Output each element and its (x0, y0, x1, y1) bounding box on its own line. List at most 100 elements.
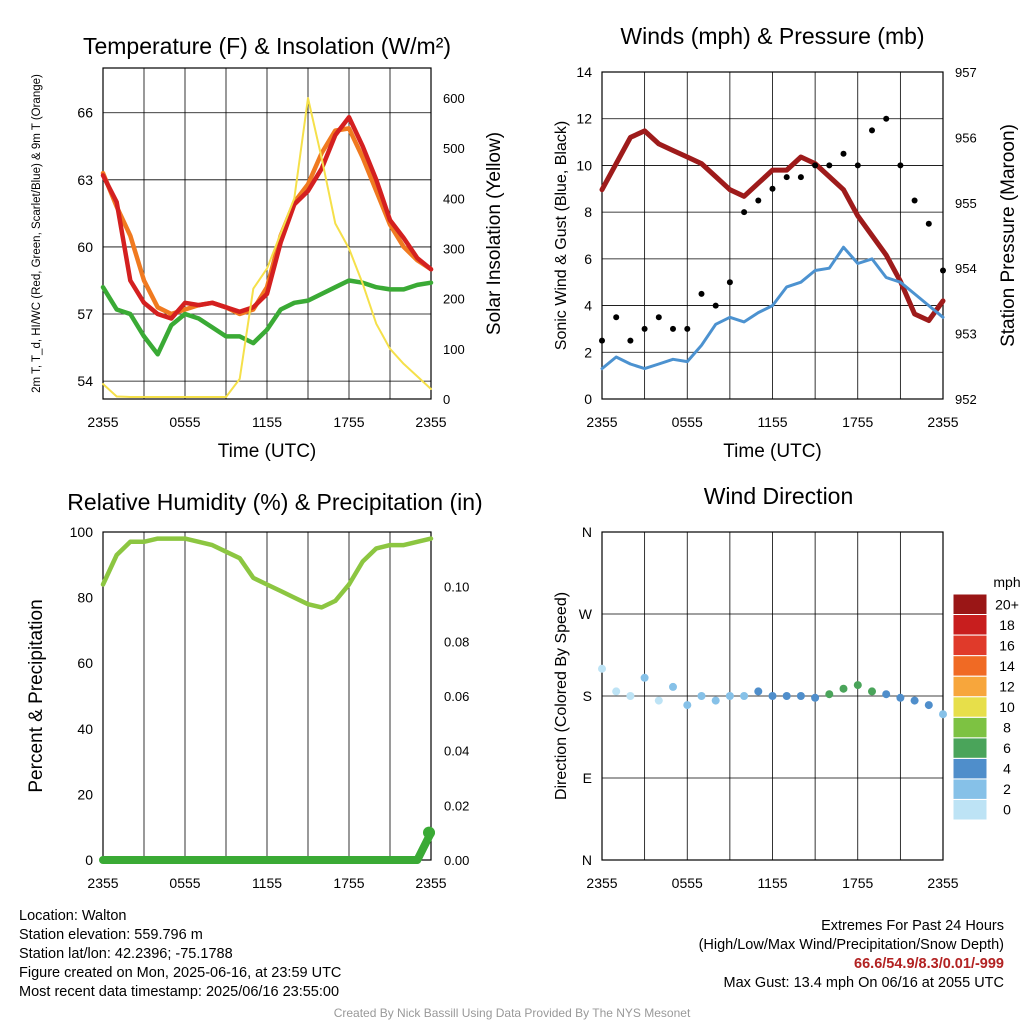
x-axis-label: Time (UTC) (723, 441, 822, 462)
legend-swatch (952, 716, 988, 739)
gust-point (940, 267, 946, 274)
y-tick-label: N (582, 852, 592, 868)
latlon-text: Station lat/lon: 42.2396; -75.1788 (19, 946, 233, 962)
series-line-precip (99, 828, 435, 864)
gust-point (655, 314, 662, 321)
legend-label: 0 (1003, 802, 1011, 818)
y-right-tick-label: 0.06 (444, 689, 469, 704)
x-tick-label: 1755 (842, 875, 873, 891)
max-gust-text: Max Gust: 13.4 mph On 06/16 at 2055 UTC (723, 975, 1004, 991)
gust-point (897, 162, 904, 169)
gust-point (854, 162, 861, 169)
direction-point (768, 692, 777, 700)
y-right-tick-label: 0 (443, 392, 450, 407)
legend-label: 4 (1003, 761, 1011, 777)
legend-title: mph (993, 574, 1020, 590)
y-axis-label: Percent & Precipitation (26, 599, 47, 792)
y-tick-label: 60 (77, 239, 93, 255)
gust-point (840, 150, 847, 157)
y-right-tick-label: 954 (955, 261, 977, 276)
y-tick-label: 0 (584, 391, 592, 407)
x-tick-label: 1755 (333, 414, 364, 430)
direction-point (612, 687, 621, 696)
gust-point (670, 325, 676, 332)
legend-label: 8 (1003, 720, 1011, 736)
series-line-pressure (599, 128, 946, 323)
gust-point (726, 279, 733, 286)
y-right-tick-label: 0.00 (444, 853, 469, 868)
gust-point (684, 325, 691, 332)
y-axis-label: 2m T, T_d, HI/WC (Red, Green, Scarlet/Bl… (31, 74, 43, 393)
x-tick-label: 1155 (252, 414, 282, 430)
y-right-tick-label: 957 (955, 65, 977, 80)
direction-point (626, 692, 635, 700)
legend-label: 16 (999, 637, 1015, 653)
chart-title: Winds (mph) & Pressure (mb) (620, 23, 924, 49)
direction-point (882, 690, 891, 699)
legend-swatch (952, 614, 988, 636)
x-tick-label: 2355 (927, 875, 958, 891)
y-right-tick-label: 400 (443, 191, 465, 206)
temperature-chart: Temperature (F) & Insolation (W/m²) 54 57 6… (31, 33, 505, 462)
series-line-sonic_wind (600, 245, 945, 371)
gust-point (755, 197, 762, 204)
y-tick-label: 8 (584, 204, 592, 220)
direction-point (924, 701, 933, 710)
legend-swatch (952, 634, 988, 657)
x-tick-label: 1755 (842, 414, 873, 430)
y-right-tick-label: 0.02 (444, 798, 469, 813)
plot-frame (601, 71, 944, 400)
y-tick-label: 4 (584, 298, 592, 314)
y-tick-label: 14 (576, 64, 592, 80)
y-tick-label: 12 (576, 111, 592, 127)
extremes-panel: Extremes For Past 24 Hours (High/Low/Max… (699, 917, 1004, 993)
elevation-text: Station elevation: 559.796 m (19, 927, 203, 943)
legend-swatch (952, 799, 988, 821)
station-info: Location: Walton Station elevation: 559.… (19, 907, 341, 1002)
y-tick-label: W (579, 606, 593, 622)
series-line-rh (100, 536, 434, 610)
direction-point (598, 664, 606, 673)
y-right-tick-label: 500 (443, 141, 465, 156)
y-tick-label: 10 (576, 157, 592, 173)
humidity-chart: Relative Humidity (%) & Precipitation (i… (26, 489, 483, 891)
legend-label: 18 (999, 617, 1015, 633)
y-tick-label: 80 (77, 590, 93, 606)
x-tick-label: 0555 (169, 875, 200, 891)
y-tick-label: S (583, 688, 592, 704)
direction-point (853, 681, 862, 690)
legend-swatch (952, 757, 988, 780)
direction-point (811, 693, 820, 702)
extremes-title: Extremes For Past 24 Hours (821, 918, 1004, 934)
y-tick-label: 100 (70, 524, 94, 540)
y-right-axis-label: Station Pressure (Maroon) (998, 124, 1019, 347)
y-right-tick-label: 0.10 (444, 580, 469, 595)
direction-point (939, 710, 947, 719)
x-tick-label: 0555 (169, 414, 200, 430)
y-tick-label: E (583, 770, 592, 786)
y-right-tick-label: 600 (443, 91, 465, 106)
gust-point (883, 115, 890, 122)
legend-swatch (952, 593, 988, 615)
speed-legend: mph 0 2 4 6 8 10 12 14 16 18 20+ (952, 574, 1021, 821)
legend-label: 12 (999, 679, 1015, 695)
plot-frame (601, 531, 944, 861)
gust-point (698, 290, 705, 297)
x-tick-label: 0555 (672, 414, 703, 430)
y-tick-label: 20 (77, 786, 93, 802)
direction-point (868, 687, 876, 696)
gust-point (627, 337, 634, 344)
chart-title: Temperature (F) & Insolation (W/m²) (83, 33, 451, 59)
x-tick-label: 2355 (87, 414, 118, 430)
x-tick-label: 1155 (252, 875, 282, 891)
gust-point (826, 162, 833, 169)
gust-point (911, 197, 918, 204)
x-tick-label: 2355 (927, 414, 958, 430)
direction-point (754, 687, 763, 696)
series-line-solar (102, 97, 432, 398)
x-tick-label: 2355 (87, 875, 118, 891)
legend-label: 10 (999, 699, 1015, 715)
direction-point (697, 692, 706, 700)
y-right-tick-label: 953 (955, 327, 977, 342)
